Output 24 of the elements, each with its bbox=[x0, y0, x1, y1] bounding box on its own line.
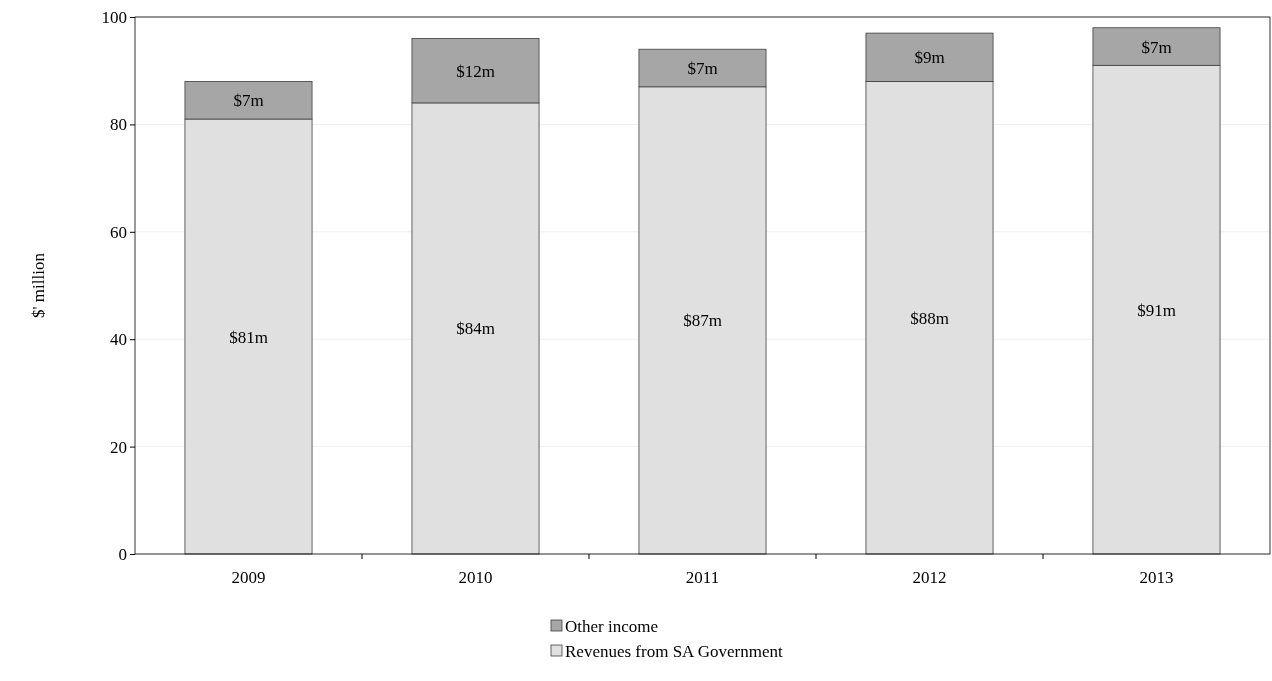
data-label: $84m bbox=[456, 319, 495, 339]
x-tick-label: 2010 bbox=[458, 568, 493, 587]
legend-label: Revenues from SA Government bbox=[565, 642, 783, 661]
data-label: $7m bbox=[687, 59, 718, 79]
y-axis-title: $' million bbox=[29, 252, 48, 318]
y-tick-label: 60 bbox=[110, 222, 127, 242]
data-label: $12m bbox=[456, 61, 495, 81]
data-label: $9m bbox=[914, 48, 945, 68]
x-tick-label: 2011 bbox=[685, 568, 720, 587]
data-label: $7m bbox=[1141, 37, 1172, 57]
data-label: $7m bbox=[233, 91, 264, 111]
x-tick-label: 2009 bbox=[231, 568, 266, 587]
x-tick-label: 2013 bbox=[1139, 568, 1174, 587]
y-tick-label: 40 bbox=[110, 330, 127, 350]
data-label: $91m bbox=[1137, 300, 1176, 320]
y-tick-label: 0 bbox=[118, 544, 127, 564]
y-tick-label: 100 bbox=[101, 7, 127, 27]
x-tick-label: 2012 bbox=[912, 568, 947, 587]
data-label: $87m bbox=[683, 311, 722, 331]
legend-label: Other income bbox=[565, 617, 658, 636]
y-tick-label: 20 bbox=[110, 437, 127, 457]
data-label: $81m bbox=[229, 327, 268, 347]
y-tick-label: 80 bbox=[110, 115, 127, 135]
data-label: $88m bbox=[910, 308, 949, 328]
